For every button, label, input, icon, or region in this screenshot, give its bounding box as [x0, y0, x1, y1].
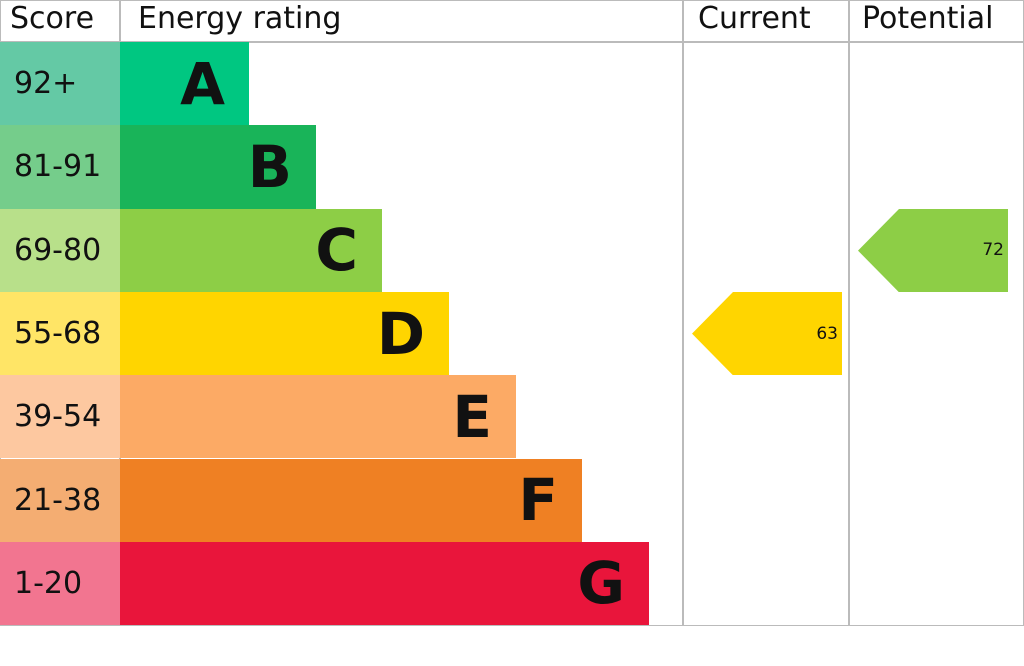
score-range-f: 21-38: [0, 458, 120, 542]
header-divider: [0, 41, 1024, 43]
rating-bar-d: D: [120, 291, 449, 376]
column-divider: [848, 0, 850, 625]
header-score: Score: [10, 1, 95, 36]
rating-bar-e: E: [120, 375, 516, 459]
score-range-g: 1-20: [0, 541, 120, 626]
rating-bar-g: G: [120, 541, 649, 626]
potential-arrow-shape: [858, 208, 1008, 292]
potential-rating-value: 72: [982, 240, 1004, 261]
score-range-a: 92+: [0, 42, 120, 126]
score-range-c: 69-80: [0, 208, 120, 292]
score-range-e: 39-54: [0, 375, 120, 459]
rating-bar-c: C: [120, 208, 382, 292]
header-potential: Potential: [862, 1, 994, 36]
rating-bar-b: B: [120, 125, 316, 209]
current-arrow-shape: [692, 291, 842, 376]
rating-bar-f: F: [120, 458, 582, 542]
potential-rating-arrow: 72: [858, 208, 1008, 292]
column-divider: [682, 0, 684, 625]
rating-bar-a: A: [120, 42, 249, 126]
current-rating-arrow: 63: [692, 291, 842, 376]
header-energy-rating: Energy rating: [138, 1, 342, 36]
current-rating-value: 63: [816, 323, 838, 344]
score-range-b: 81-91: [0, 125, 120, 209]
header-current: Current: [698, 1, 811, 36]
score-range-d: 55-68: [0, 291, 120, 376]
